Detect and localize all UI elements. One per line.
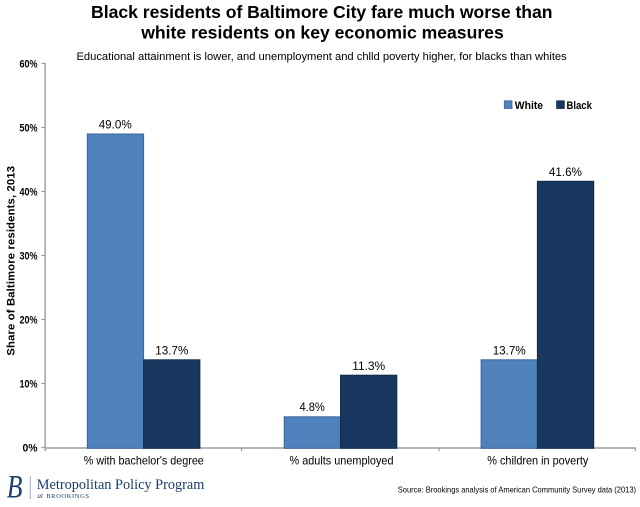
svg-text:4.8%: 4.8% [299,400,324,414]
svg-text:0%: 0% [23,443,38,455]
svg-text:Metropolitan Policy Program: Metropolitan Policy Program [37,477,205,493]
svg-text:white residents on key economi: white residents on key economic measures [140,23,504,43]
svg-text:Black: Black [567,100,593,112]
svg-text:% with bachelor's degree: % with bachelor's degree [84,454,204,468]
svg-text:60%: 60% [20,59,38,71]
svg-text:Educational attainment is lowe: Educational attainment is lower, and une… [76,51,567,63]
svg-text:10%: 10% [20,379,38,391]
svg-text:% children in poverty: % children in poverty [487,454,588,468]
svg-text:Share of Baltimore residents,: Share of Baltimore residents, 2013 [6,166,18,356]
svg-text:40%: 40% [20,187,38,199]
svg-text:50%: 50% [20,123,38,135]
svg-text:41.6%: 41.6% [549,165,582,179]
svg-text:30%: 30% [20,251,38,263]
svg-text:Black residents of Baltimore C: Black residents of Baltimore City fare m… [91,2,553,22]
svg-text:% adults unemployed: % adults unemployed [290,454,394,468]
svg-text:White: White [515,100,543,112]
svg-text:B: B [7,470,23,506]
svg-text:11.3%: 11.3% [352,359,385,373]
svg-text:49.0%: 49.0% [99,118,132,132]
svg-text:20%: 20% [20,315,38,327]
svg-text:13.7%: 13.7% [493,344,526,358]
svg-text:Source: Brookings analysis of: Source: Brookings analysis of American C… [398,484,636,494]
svg-text:13.7%: 13.7% [155,344,188,358]
